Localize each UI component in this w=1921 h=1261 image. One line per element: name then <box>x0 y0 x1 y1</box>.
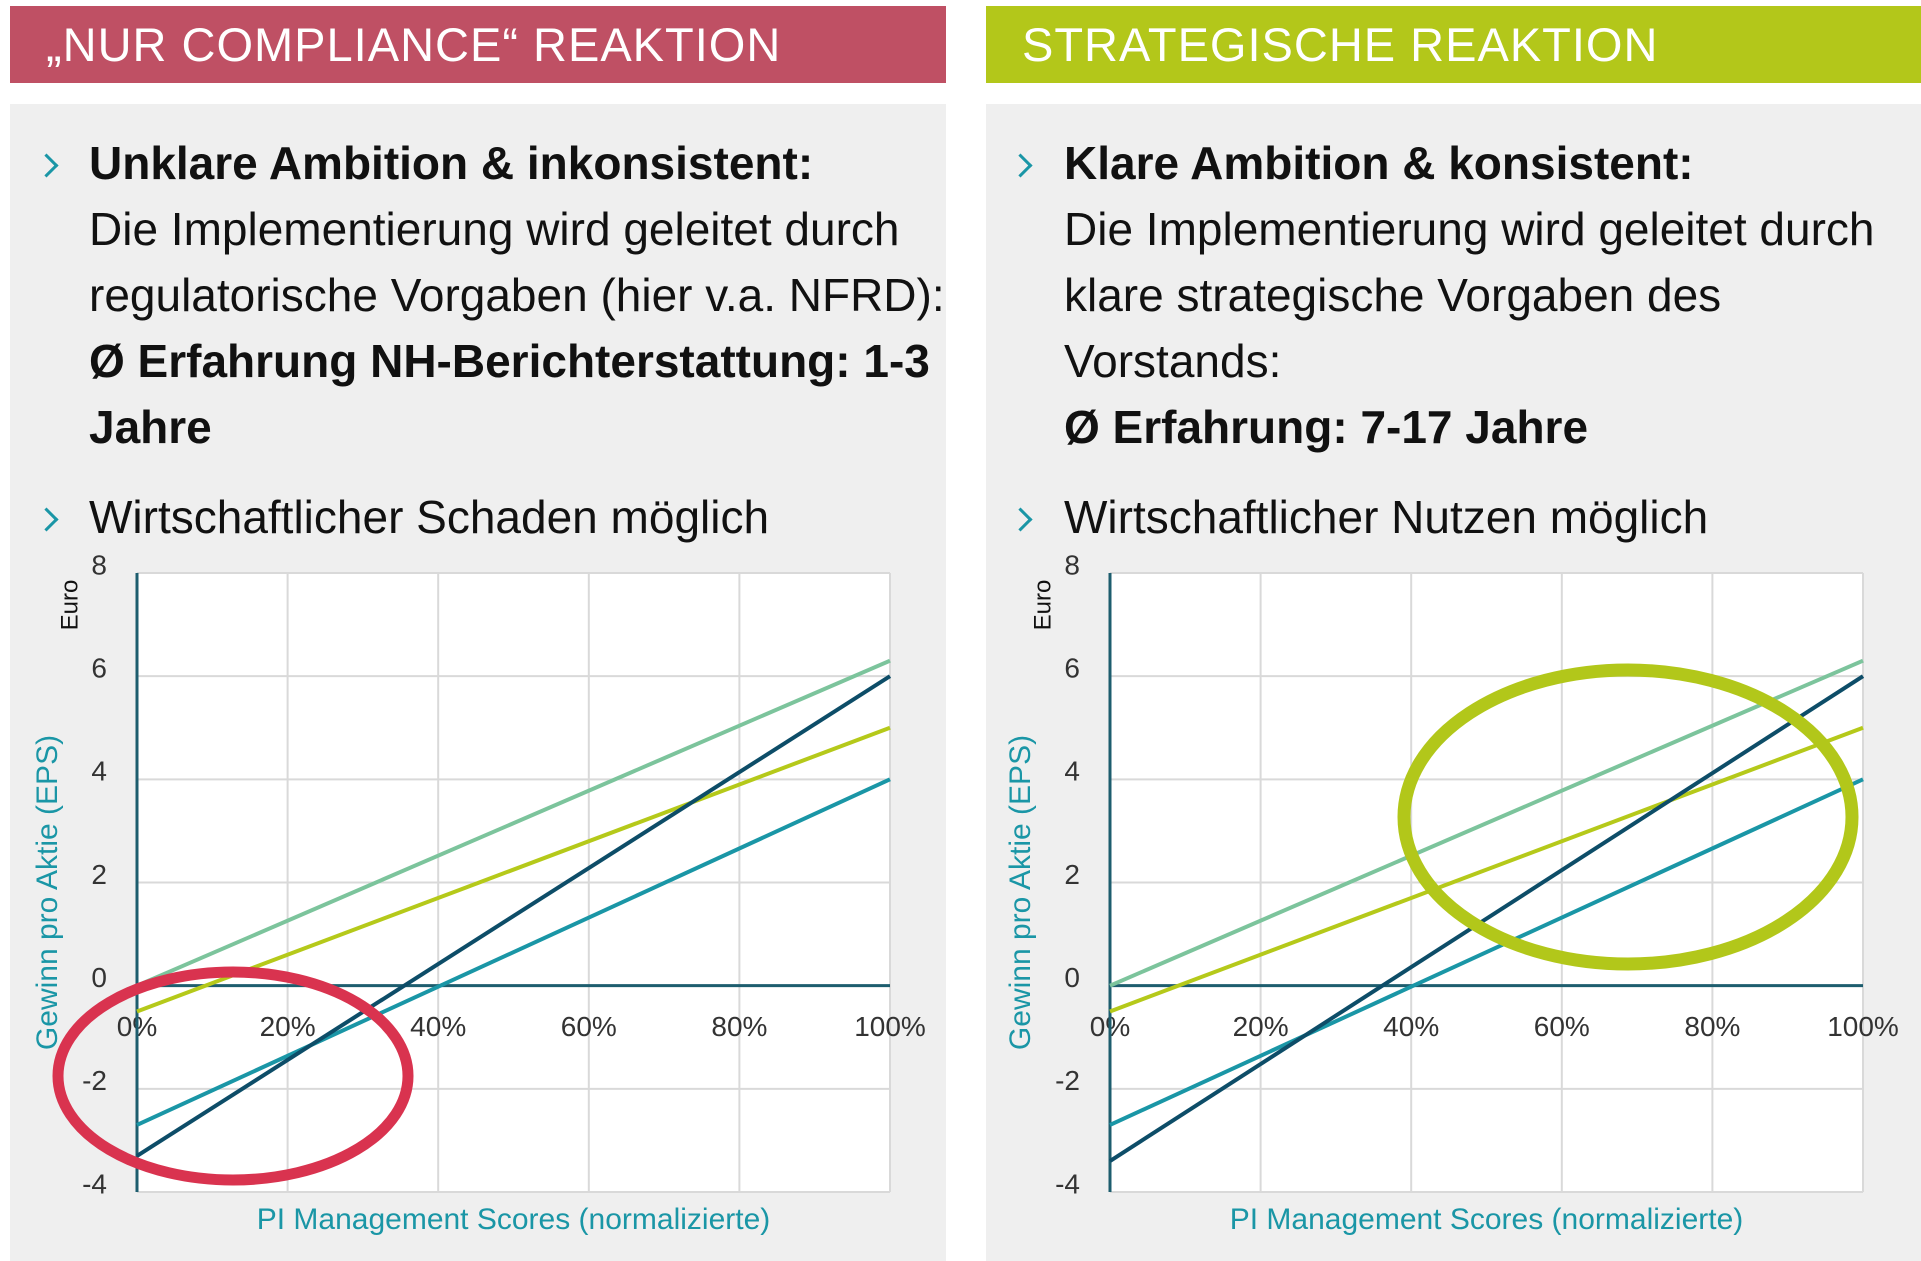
series-line <box>136 777 891 1127</box>
y-tick-label: 2 <box>1064 859 1080 890</box>
x-tick-label: 60% <box>561 1011 617 1042</box>
y-tick-label: 8 <box>1064 549 1080 580</box>
x-tick-label: 40% <box>1383 1011 1439 1042</box>
bullet-lead: Klare Ambition & konsistent: <box>1064 137 1694 189</box>
x-axis-label: PI Management Scores (normalizierte) <box>1230 1203 1744 1236</box>
x-tick-label: 20% <box>1233 1011 1289 1042</box>
x-tick-label: 80% <box>711 1011 767 1042</box>
x-tick-label: 80% <box>1684 1011 1740 1042</box>
series-line <box>1108 674 1865 1163</box>
bullet-body: Die Implementierung wird geleitet durch … <box>89 203 945 321</box>
y-tick-label: 4 <box>91 756 107 787</box>
x-tick-label: 40% <box>410 1011 466 1042</box>
y-unit: Euro <box>56 580 83 631</box>
y-tick-label: 6 <box>1064 653 1080 684</box>
y-tick-label: -2 <box>82 1065 107 1096</box>
y-tick-label: 0 <box>1064 962 1080 993</box>
y-tick-label: -4 <box>82 1168 107 1199</box>
series-line <box>136 725 891 1014</box>
bullet-text: Wirtschaftlicher Schaden möglich <box>89 491 770 543</box>
x-tick-label: 100% <box>854 1011 926 1042</box>
y-tick-label: 2 <box>91 859 107 890</box>
bullet-detail: Ø Erfahrung: 7-17 Jahre <box>1064 401 1589 453</box>
y-tick-label: 8 <box>91 549 107 580</box>
y-unit: Euro <box>1029 580 1056 631</box>
series-line <box>1109 725 1864 1014</box>
series-line <box>1109 658 1864 988</box>
series-line <box>136 658 891 988</box>
y-tick-label: -2 <box>1055 1065 1080 1096</box>
y-tick-label: -4 <box>1055 1168 1080 1199</box>
panel-header: „NUR COMPLIANCE“ REAKTION <box>10 6 946 83</box>
y-axis-label: Gewinn pro Aktie (EPS) <box>1004 735 1037 1050</box>
x-tick-label: 20% <box>260 1011 316 1042</box>
series-line <box>1109 777 1864 1127</box>
x-tick-label: 100% <box>1827 1011 1899 1042</box>
bullet: Wirtschaftlicher Nutzen möglich <box>1064 484 1904 550</box>
bullet: Klare Ambition & konsistent: Die Implemen… <box>1064 130 1904 460</box>
bullet-text: Wirtschaftlicher Nutzen möglich <box>1064 491 1709 543</box>
bullet-lead: Unklare Ambition & inkonsistent: <box>89 137 814 189</box>
panel-header: STRATEGISCHE REAKTION <box>986 6 1921 83</box>
y-tick-label: 4 <box>1064 756 1080 787</box>
bullet: Unklare Ambition & inkonsistent: Die Impl… <box>89 130 949 460</box>
bullet: Wirtschaftlicher Schaden möglich <box>89 484 949 550</box>
x-axis-label: PI Management Scores (normalizierte) <box>257 1203 771 1236</box>
y-tick-label: 0 <box>91 962 107 993</box>
series-line <box>135 674 892 1158</box>
bullet-detail: Ø Erfahrung NH-Berichterstattung: 1-3 Ja… <box>89 335 930 453</box>
highlight-ellipse <box>1397 663 1859 971</box>
y-tick-label: 6 <box>91 653 107 684</box>
bullet-body: Die Implementierung wird geleitet durch … <box>1064 203 1875 387</box>
x-tick-label: 60% <box>1534 1011 1590 1042</box>
y-axis-label: Gewinn pro Aktie (EPS) <box>31 735 64 1050</box>
highlight-ellipse <box>52 966 414 1186</box>
